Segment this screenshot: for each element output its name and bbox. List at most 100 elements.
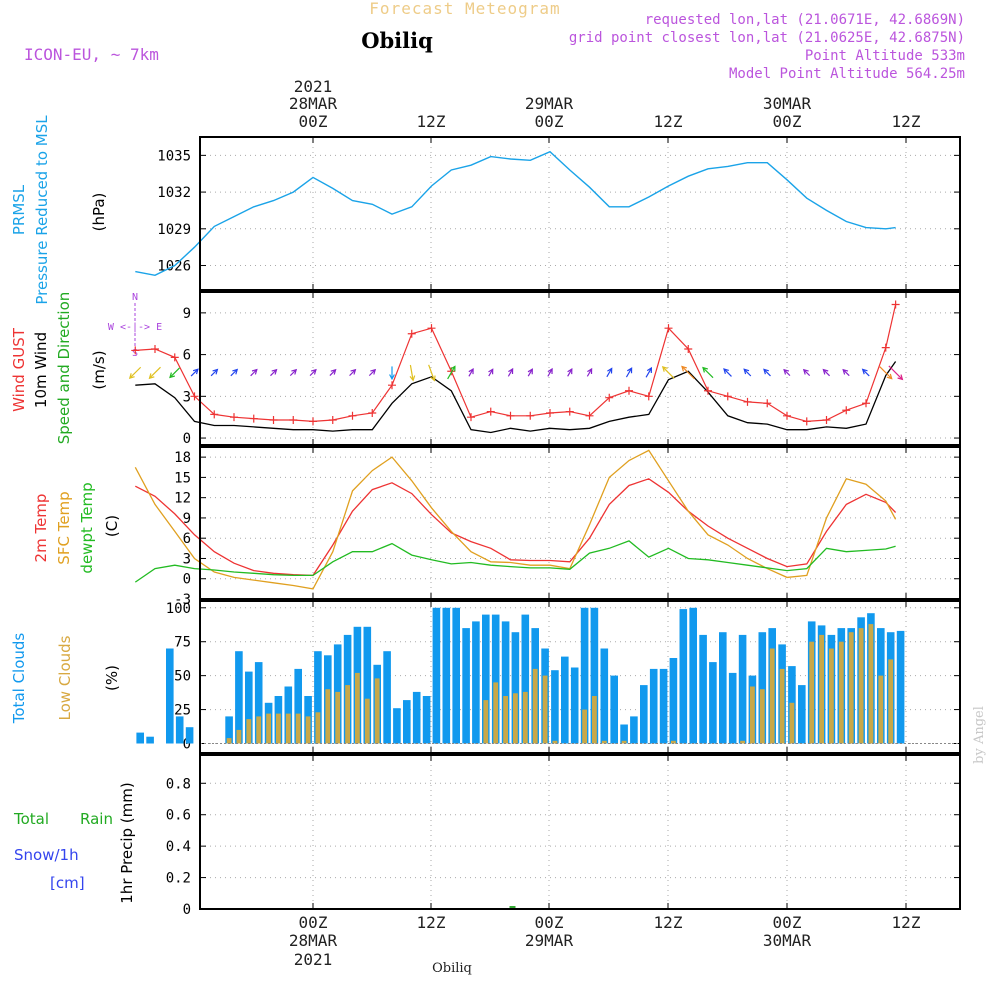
wind-arrow bbox=[169, 367, 180, 378]
total-cloud-bar bbox=[669, 658, 678, 744]
wind-panel: 0 3 6 9 bbox=[128, 291, 961, 447]
total-cloud-bar bbox=[432, 607, 441, 744]
wind-arrow-head bbox=[128, 373, 135, 379]
wind-arrow-head bbox=[861, 368, 868, 375]
plot-border bbox=[199, 754, 961, 910]
total-cloud-bar bbox=[403, 700, 411, 744]
low-cloud-bar bbox=[829, 648, 834, 744]
wind-arrow-head bbox=[310, 368, 317, 375]
total-cloud-bar bbox=[314, 651, 322, 744]
total-cloud-bar bbox=[679, 609, 688, 744]
gust-marker bbox=[783, 411, 791, 420]
low-cloud-bar bbox=[246, 719, 252, 744]
wind-arrow-head bbox=[232, 368, 239, 375]
wind-arrow-head bbox=[370, 368, 377, 375]
top-time-axis: 2021 28MAR 00Z 12Z 29MAR 00Z 12Z 30MAR 00Z 1… bbox=[289, 77, 921, 131]
wind-arrow bbox=[586, 368, 593, 377]
total-cloud-bar bbox=[610, 675, 618, 744]
compass-row: W <-|-> E bbox=[108, 322, 162, 333]
gust-marker bbox=[684, 345, 693, 354]
top-tick-1: 2021 28MAR 00Z bbox=[289, 77, 338, 131]
low-cloud-bar bbox=[769, 648, 775, 744]
low-cloud-bar bbox=[374, 678, 380, 744]
total-cloud-bar bbox=[798, 685, 806, 744]
plot-border bbox=[199, 600, 961, 754]
p4-unit: (%) bbox=[103, 665, 121, 691]
wind-arrow-head bbox=[508, 367, 514, 375]
total-cloud-bar bbox=[501, 621, 510, 744]
wind-arrow-head bbox=[212, 368, 219, 375]
y-tick-label: 3 bbox=[183, 389, 191, 405]
wind-arrow-head bbox=[763, 368, 769, 375]
low-cloud-bar bbox=[276, 713, 281, 744]
wind-arrow bbox=[625, 367, 633, 378]
low-cloud-bar bbox=[838, 641, 844, 744]
y-tick-label: 0.8 bbox=[166, 776, 191, 792]
total-cloud-bar bbox=[225, 716, 233, 744]
p4-label-b: Low Clouds bbox=[56, 635, 74, 720]
gust-marker bbox=[644, 392, 653, 401]
low-cloud-bar bbox=[345, 685, 350, 744]
bottom-tick-6: 12Z bbox=[892, 913, 921, 932]
gust-marker bbox=[388, 381, 396, 390]
wind-arrow-head bbox=[587, 367, 593, 375]
panel5-labels: Total Rain Snow/1h [cm] 1hr Precip (mm) bbox=[13, 782, 136, 903]
total-cloud-bar bbox=[235, 651, 243, 744]
bottom-tick-3: 00Z 29MAR bbox=[525, 913, 574, 950]
low-cloud-bar bbox=[483, 700, 489, 744]
total-cloud-bar bbox=[590, 607, 599, 744]
total-cloud-bar bbox=[482, 614, 490, 744]
y-tick-label: 0 bbox=[183, 431, 191, 447]
y-tick-label: 0.2 bbox=[166, 871, 191, 887]
wind-arrow-head bbox=[842, 368, 849, 375]
low-cloud-bar bbox=[325, 689, 331, 744]
low-cloud-bar bbox=[285, 713, 291, 744]
gust-marker bbox=[131, 346, 140, 355]
wind-arrow bbox=[230, 369, 238, 377]
total-cloud-bar bbox=[521, 614, 530, 744]
plot-background bbox=[200, 447, 960, 599]
gust-marker bbox=[506, 411, 515, 420]
gust-marker bbox=[585, 411, 594, 420]
bottom-tick-4: 12Z bbox=[654, 913, 683, 932]
wind-arrow bbox=[250, 369, 258, 377]
total-cloud-bar bbox=[185, 727, 194, 744]
wind-arrow bbox=[289, 369, 297, 377]
wind-arrow bbox=[743, 368, 752, 377]
wind-arrow bbox=[606, 368, 613, 378]
y-tick-label: 0.6 bbox=[166, 808, 191, 824]
low-cloud-bar bbox=[513, 693, 518, 744]
wind-arrow bbox=[149, 366, 161, 379]
low-cloud-bar bbox=[809, 641, 815, 744]
total-cloud-bar bbox=[294, 668, 302, 744]
low-cloud-bar bbox=[671, 740, 676, 744]
wind-arrow-head bbox=[626, 367, 633, 374]
total-cloud-bar bbox=[491, 614, 500, 744]
gust-marker bbox=[230, 413, 238, 422]
total-cloud-bar bbox=[738, 634, 747, 744]
total-cloud-bar bbox=[551, 670, 559, 744]
wind-arrow bbox=[822, 369, 831, 377]
total-cloud-bar bbox=[719, 632, 727, 744]
total-cloud-bar bbox=[511, 632, 520, 744]
y-tick-label: 12 bbox=[174, 491, 191, 507]
total-cloud-bar bbox=[620, 724, 628, 744]
low-cloud-bar bbox=[848, 632, 854, 744]
wind-arrow-head bbox=[169, 372, 175, 379]
y-tick-label: 6 bbox=[183, 531, 191, 547]
gust-marker bbox=[822, 415, 831, 424]
wind-arrow bbox=[270, 369, 277, 377]
p3-label-c: dewpt Temp bbox=[78, 482, 96, 573]
bottom-tick-5: 00Z 30MAR bbox=[763, 913, 812, 950]
gust-marker bbox=[546, 409, 554, 418]
low-cloud-bar bbox=[878, 675, 884, 744]
total-cloud-bar bbox=[630, 716, 638, 744]
y-tick-label: 15 bbox=[174, 470, 191, 486]
panel2-labels: Wind GUST 10m Wind Speed and Direction (… bbox=[10, 292, 162, 445]
y-tick-label: 75 bbox=[174, 635, 191, 651]
low-cloud-bar bbox=[759, 689, 765, 744]
gust-marker bbox=[842, 406, 851, 415]
low-cloud-bar bbox=[552, 740, 558, 744]
plot-border bbox=[199, 446, 961, 600]
y-tick-label: 18 bbox=[174, 450, 191, 466]
